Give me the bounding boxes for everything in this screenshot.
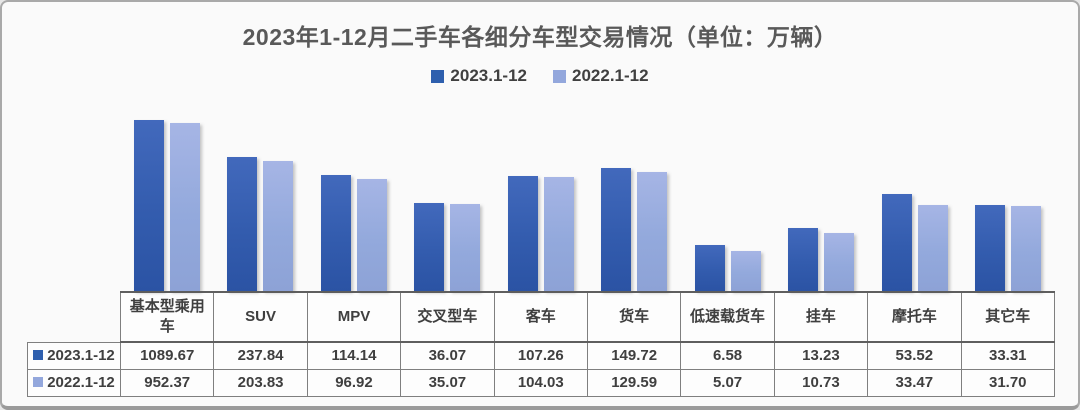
legend-label: 2022.1-12 [572, 66, 649, 85]
bar-2023.1-12-摩托车 [881, 194, 912, 291]
legend: 2023.1-12 2022.1-12 [2, 64, 1078, 88]
value-2022.1-12-客车: 104.03 [493, 368, 588, 397]
bar-2023.1-12-其它车 [975, 205, 1006, 291]
table-header-其它车: 其它车 [960, 291, 1056, 343]
value-2022.1-12-摩托车: 33.47 [867, 368, 962, 397]
legend-item-2022.1-12: 2022.1-12 [553, 66, 649, 86]
value-2023.1-12-其它车: 33.31 [960, 341, 1056, 370]
value-2022.1-12-SUV: 203.83 [213, 368, 308, 397]
bar-2023.1-12-挂车 [788, 228, 819, 291]
row-label-2022.1-12: 2022.1-12 [27, 368, 121, 397]
bar-2023.1-12-SUV [227, 157, 258, 291]
bar-2023.1-12-MPV [320, 175, 351, 291]
value-2022.1-12-货车: 129.59 [586, 368, 682, 397]
chart-cell-MPV [307, 96, 401, 291]
table-header-交叉型车: 交叉型车 [400, 291, 495, 343]
chart-cell-基本型乘用车 [120, 96, 214, 291]
chart-cell-交叉型车 [401, 96, 495, 291]
value-2022.1-12-交叉型车: 35.07 [400, 368, 495, 397]
value-2022.1-12-低速载货车: 5.07 [680, 368, 775, 397]
table-blank-corner [28, 292, 121, 342]
chart-cell-客车 [494, 96, 588, 291]
bar-2022.1-12-其它车 [1011, 206, 1042, 291]
chart-cell-低速载货车 [681, 96, 775, 291]
chart-cell-挂车 [775, 96, 869, 291]
bar-2023.1-12-低速载货车 [694, 245, 725, 291]
chart-title: 2023年1-12月二手车各细分车型交易情况（单位：万辆） [242, 24, 838, 50]
value-2023.1-12-摩托车: 53.52 [867, 341, 962, 370]
legend-item-2023.1-12: 2023.1-12 [431, 66, 527, 86]
value-2023.1-12-货车: 149.72 [586, 341, 682, 370]
bar-2023.1-12-交叉型车 [414, 203, 445, 291]
table-header-摩托车: 摩托车 [867, 291, 962, 343]
value-2023.1-12-SUV: 237.84 [213, 341, 308, 370]
table-row-2023.1-12: 2023.1-12 1089.67 237.84 114.14 36.07 107.26 1… [27, 341, 1056, 370]
value-2022.1-12-挂车: 10.73 [773, 368, 869, 397]
value-2023.1-12-MPV: 114.14 [306, 341, 402, 370]
legend-swatch-icon [553, 69, 566, 83]
value-2023.1-12-交叉型车: 36.07 [400, 341, 495, 370]
table-header-row: 基本型乘用车 SUV MPV 交叉型车 客车 货车 低速载货车 挂车 摩托车 其它车 [28, 291, 1056, 343]
table-head: 基本型乘用车 SUV MPV 交叉型车 客车 货车 低速载货车 挂车 摩托车 其它车 [28, 291, 1056, 343]
bar-2022.1-12-MPV [356, 179, 387, 291]
value-2022.1-12-基本型乘用车: 952.37 [119, 368, 215, 397]
value-2022.1-12-MPV: 96.92 [306, 368, 402, 397]
table-header-挂车: 挂车 [773, 291, 869, 343]
chart-cell-货车 [588, 96, 682, 291]
value-2022.1-12-其它车: 31.70 [960, 368, 1056, 397]
value-2023.1-12-客车: 107.26 [493, 341, 588, 370]
row-label-2023.1-12: 2023.1-12 [27, 341, 121, 370]
bar-2022.1-12-摩托车 [917, 205, 948, 291]
table-header-基本型乘用车: 基本型乘用车 [119, 291, 215, 343]
bar-2022.1-12-挂车 [824, 233, 855, 291]
bar-2023.1-12-货车 [601, 168, 632, 291]
bar-2022.1-12-低速载货车 [730, 251, 761, 291]
table-header-MPV: MPV [306, 291, 402, 343]
bar-2023.1-12-基本型乘用车 [133, 120, 164, 291]
table-header-低速载货车: 低速载货车 [680, 291, 775, 343]
value-2023.1-12-挂车: 13.23 [773, 341, 869, 370]
bar-2022.1-12-交叉型车 [450, 204, 481, 291]
chart-cell-其它车 [962, 96, 1056, 291]
row-swatch-icon [33, 350, 44, 360]
table-row-2022.1-12: 2022.1-12 952.37 203.83 96.92 35.07 104.03 129… [27, 368, 1056, 397]
table-header-客车: 客车 [493, 291, 588, 343]
chart-cell-摩托车 [868, 96, 962, 291]
legend-swatch-icon [431, 69, 445, 83]
row-swatch-icon [33, 377, 44, 387]
legend-label: 2023.1-12 [450, 66, 527, 85]
data-table: 基本型乘用车 SUV MPV 交叉型车 客车 货车 低速载货车 挂车 摩托车 其它车 2023.1… [27, 291, 1056, 397]
bar-2023.1-12-客车 [507, 176, 538, 291]
value-2023.1-12-低速载货车: 6.58 [680, 341, 775, 370]
bar-2022.1-12-SUV [263, 161, 294, 291]
plot-area [120, 96, 1055, 291]
table-header-SUV: SUV [213, 291, 308, 343]
table-body: 2023.1-12 1089.67 237.84 114.14 36.07 107.26 1… [27, 341, 1056, 397]
bar-2022.1-12-基本型乘用车 [169, 123, 200, 291]
table-header-货车: 货车 [586, 291, 682, 343]
bar-2022.1-12-客车 [543, 177, 574, 291]
value-2023.1-12-基本型乘用车: 1089.67 [119, 341, 215, 370]
chart-cell-SUV [214, 96, 308, 291]
bar-2022.1-12-货车 [637, 172, 668, 291]
